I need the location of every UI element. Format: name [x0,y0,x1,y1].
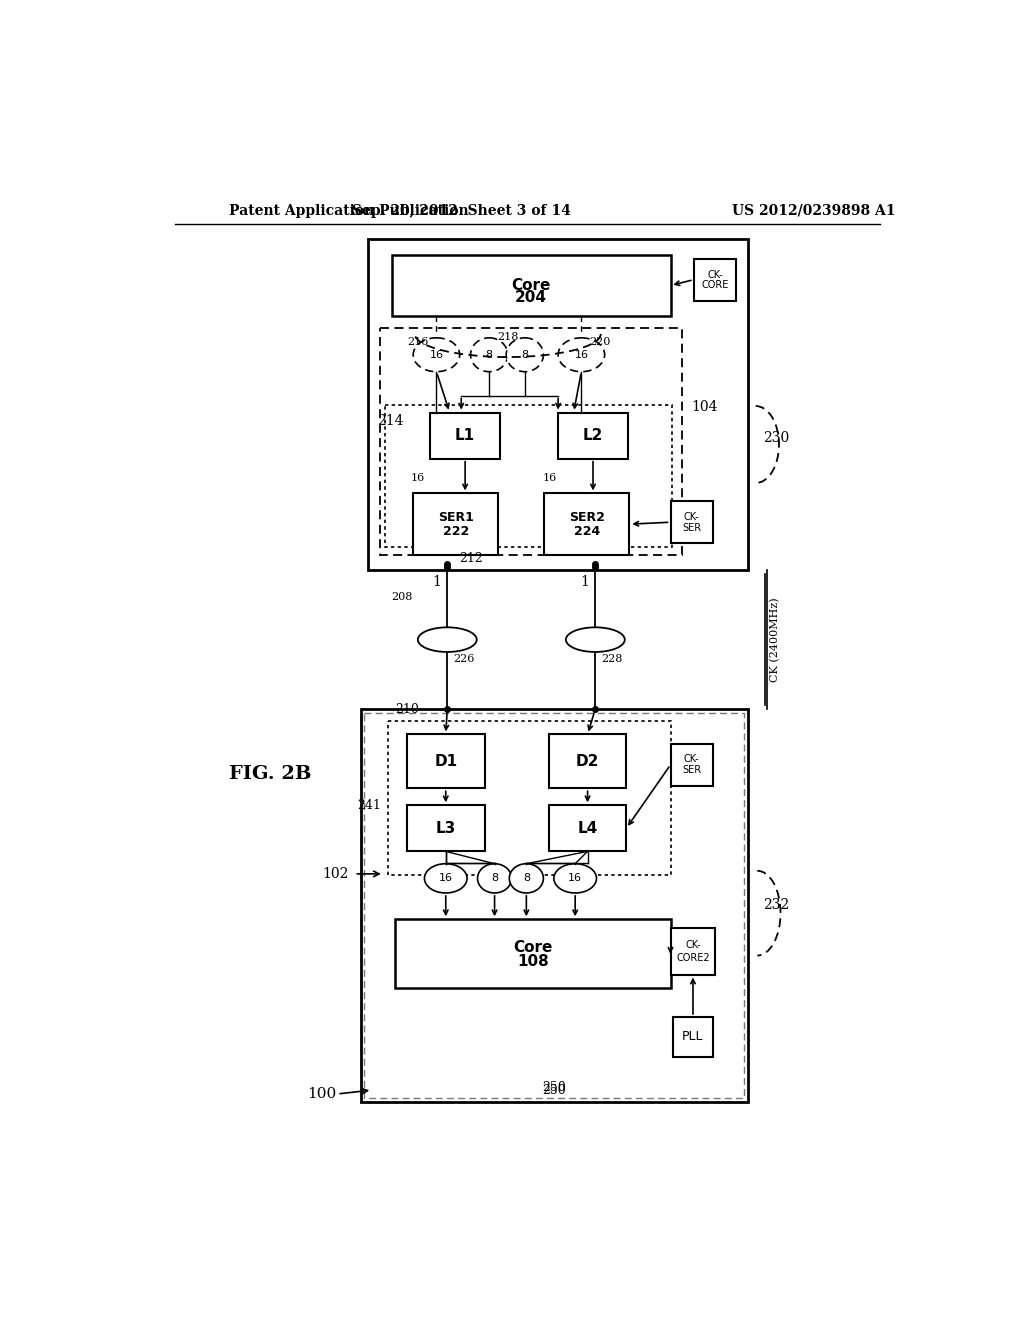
Text: 104: 104 [691,400,718,414]
Text: 241: 241 [357,799,381,812]
Text: 8: 8 [492,874,498,883]
Text: Patent Application Publication: Patent Application Publication [228,203,468,218]
Text: 16: 16 [574,350,589,360]
Text: 1: 1 [432,576,441,589]
Bar [671,743,713,785]
Text: Core: Core [513,940,553,956]
Text: CK (2400MHz): CK (2400MHz) [770,598,780,682]
Text: PLL: PLL [682,1031,703,1044]
Bar [407,805,484,851]
Text: 16: 16 [411,473,425,483]
Bar [671,928,716,974]
Text: 102: 102 [323,867,349,880]
Text: SER2: SER2 [569,511,605,524]
Text: 204: 204 [515,290,547,305]
Text: 222: 222 [442,524,469,537]
Text: FIG. 2B: FIG. 2B [228,766,311,783]
Bar [369,239,748,570]
Text: 212: 212 [460,552,483,565]
Text: 8: 8 [523,874,529,883]
Bar [673,1016,713,1057]
Text: L4: L4 [578,821,598,836]
Text: 218: 218 [497,333,518,342]
Bar [693,259,736,301]
Ellipse shape [554,863,597,892]
Text: CORE: CORE [701,280,729,290]
Bar [407,734,484,788]
Text: CK-: CK- [708,271,723,280]
Bar [549,805,627,851]
Text: 8: 8 [485,350,493,360]
Text: 224: 224 [573,524,600,537]
Text: D2: D2 [575,754,599,768]
Text: 16: 16 [568,874,583,883]
Text: 226: 226 [454,653,475,664]
Text: 100: 100 [307,1086,336,1101]
Bar [360,709,748,1102]
Bar [549,734,627,788]
Text: SER: SER [682,523,701,532]
Text: 216: 216 [407,337,428,347]
Bar [544,494,630,554]
Text: SER1: SER1 [438,511,474,524]
Text: Core: Core [511,279,551,293]
Ellipse shape [424,863,467,892]
Text: 250: 250 [543,1084,566,1097]
Bar [395,919,671,989]
Text: 230: 230 [764,430,790,445]
Text: 208: 208 [391,593,413,602]
Text: 210: 210 [395,704,419,717]
Text: D1: D1 [434,754,458,768]
Ellipse shape [477,863,512,892]
Bar [414,494,499,554]
Text: L2: L2 [583,428,603,444]
Text: 228: 228 [601,653,623,664]
Ellipse shape [414,338,460,372]
Text: 1: 1 [581,576,589,589]
Text: 214: 214 [378,414,404,429]
Bar [558,412,628,459]
Bar [365,713,744,1098]
Text: 8: 8 [521,350,528,360]
Text: 108: 108 [517,954,549,969]
Text: CK-: CK- [685,940,700,950]
Text: L1: L1 [455,428,475,444]
Ellipse shape [506,338,544,372]
Text: CK-: CK- [684,755,699,764]
Bar [388,721,671,874]
Bar [430,412,500,459]
Bar [385,405,672,548]
Bar [391,255,671,317]
Ellipse shape [558,338,604,372]
Text: 250: 250 [543,1081,566,1094]
Text: 220: 220 [590,337,611,347]
Ellipse shape [418,627,477,652]
Text: US 2012/0239898 A1: US 2012/0239898 A1 [732,203,896,218]
Ellipse shape [471,338,508,372]
Text: 16: 16 [429,350,443,360]
Text: L3: L3 [435,821,456,836]
Text: 16: 16 [438,874,453,883]
Bar [671,502,713,544]
Text: CORE2: CORE2 [676,953,710,962]
Text: CK-: CK- [684,512,699,521]
Text: SER: SER [682,766,701,775]
Ellipse shape [509,863,544,892]
Text: 232: 232 [764,899,790,912]
Ellipse shape [566,627,625,652]
Text: Sep. 20, 2012  Sheet 3 of 14: Sep. 20, 2012 Sheet 3 of 14 [352,203,570,218]
Bar [380,327,682,554]
Text: 16: 16 [543,473,557,483]
